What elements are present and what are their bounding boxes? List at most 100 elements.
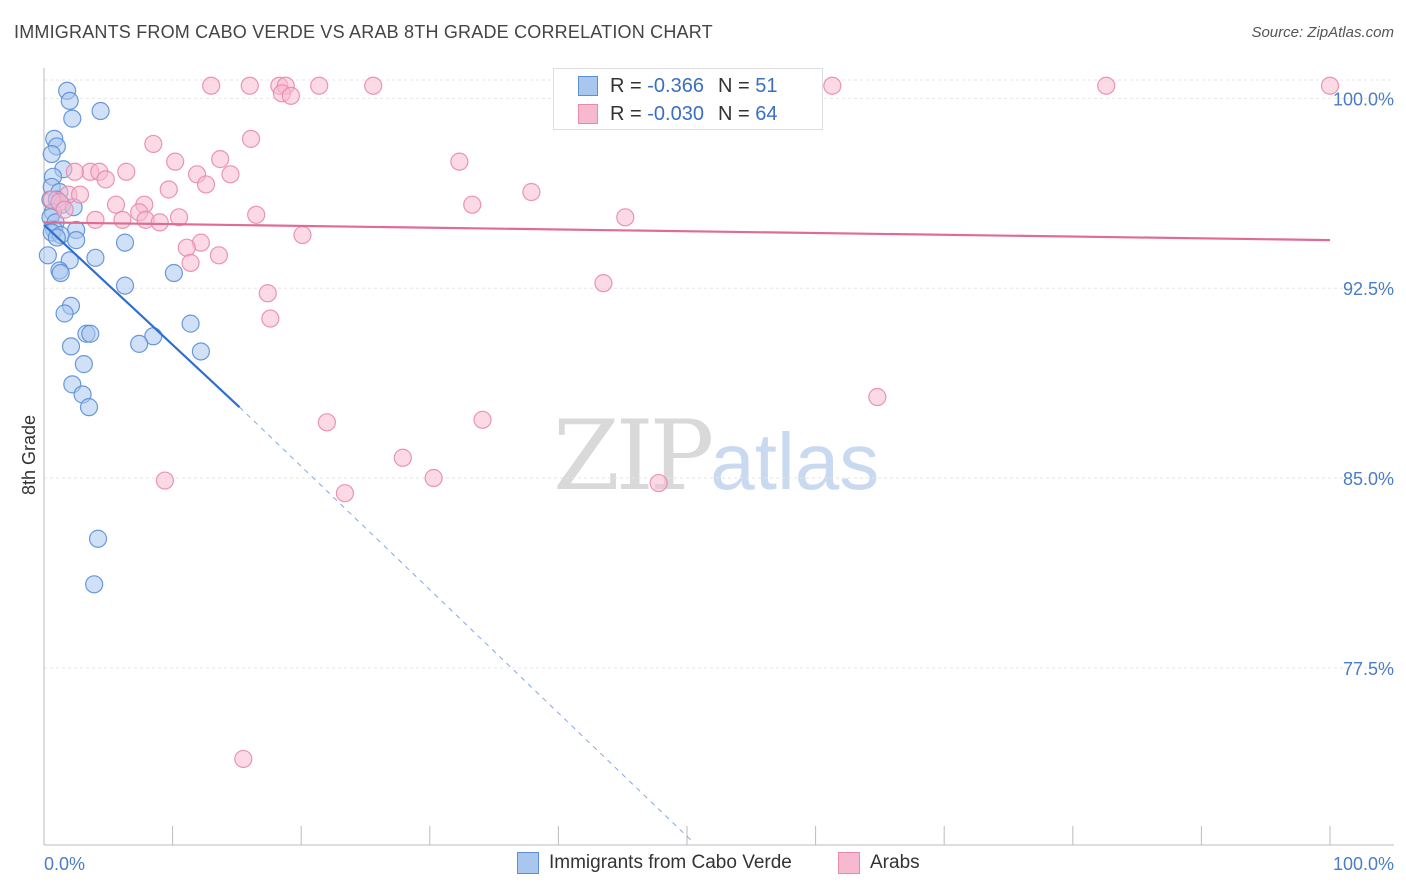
arabs-point [317, 413, 337, 432]
trend-lines [43, 221, 1331, 843]
cabo-verde-point [191, 342, 210, 361]
x-tick-label: 0.0% [44, 854, 85, 874]
arabs-point [196, 175, 216, 194]
arabs-point [106, 195, 126, 214]
series-cabo-verde-points [38, 81, 210, 594]
arabs-point [177, 238, 196, 257]
legend-n-value: 51 [755, 74, 778, 97]
arabs-point [169, 208, 189, 227]
arabs-point [649, 473, 668, 493]
legend-row-arabs: R = -0.030 N = 64 [578, 101, 777, 127]
cabo-verde-point [115, 276, 135, 295]
arabs-point [234, 749, 253, 769]
legend-r-label: R = [610, 74, 642, 97]
arabs-point [96, 170, 115, 189]
cabo-verde-point [38, 246, 57, 265]
legend-label: Immigrants from Cabo Verde [549, 852, 792, 873]
y-tick-label: 85.0% [1343, 469, 1394, 489]
arabs-point [209, 246, 228, 265]
cabo-verde-point [181, 314, 200, 333]
legend-n-label: N = [717, 102, 750, 125]
arabs-point [65, 162, 84, 181]
cabo-verde-point [79, 398, 99, 417]
axes [43, 68, 1394, 846]
arabs-point [522, 182, 541, 202]
arabs-trend-line [43, 221, 1331, 242]
arabs-point [335, 484, 355, 503]
cabo-verde-point [63, 109, 82, 128]
correlation-legend: R = -0.366 N = 51 R = -0.030 N = 64 [553, 68, 823, 130]
cabo-verde-point [91, 101, 110, 121]
legend-label: Arabs [870, 852, 920, 873]
arabs-point [868, 387, 887, 407]
watermark-atlas: atlas [710, 417, 880, 506]
arabs-point [181, 253, 200, 272]
arabs-point [823, 76, 842, 95]
y-tick-label: 100.0% [1333, 89, 1394, 109]
cabo-verde-trend-extension [239, 406, 694, 843]
arabs-point [221, 165, 240, 184]
arabs-point [450, 152, 469, 171]
arabs-point [293, 225, 312, 245]
y-tick-label: 77.5% [1343, 659, 1394, 679]
arabs-point [70, 185, 90, 204]
arabs-point [86, 210, 105, 229]
cabo-verde-point [115, 233, 135, 252]
arabs-point [241, 129, 261, 148]
arabs-point [240, 76, 259, 95]
cabo-verde-point [74, 355, 93, 374]
chart-title: IMMIGRANTS FROM CABO VERDE VS ARAB 8TH G… [14, 22, 713, 42]
legend-r-label: R = [610, 102, 642, 125]
cabo-verde-point [51, 263, 70, 283]
source-credit: Source: ZipAtlas.com [1251, 24, 1394, 41]
arabs-point [424, 468, 443, 488]
cabo-verde-point [88, 529, 108, 548]
cabo-verde-point [85, 575, 104, 594]
arabs-point [117, 162, 136, 181]
arabs-point [1320, 76, 1340, 95]
arabs-point [616, 208, 635, 227]
x-tick-label: 100.0% [1333, 854, 1394, 874]
arabs-point [155, 471, 174, 490]
series-arabs-points [42, 76, 1340, 769]
legend-r-value: -0.030 [647, 102, 704, 125]
legend-item-arabs[interactable]: Arabs [838, 852, 920, 874]
arabs-point [159, 180, 178, 199]
cabo-verde-point [130, 334, 149, 353]
legend-swatch-pink [578, 104, 598, 124]
arabs-point [1097, 76, 1116, 95]
series-legend: Immigrants from Cabo Verde Arabs [0, 852, 1406, 878]
arabs-point [150, 213, 169, 232]
legend-n-value: 64 [755, 102, 778, 125]
cabo-verde-point [81, 324, 100, 343]
arabs-point [247, 205, 266, 224]
arabs-point [281, 86, 301, 105]
arabs-point [473, 410, 492, 429]
arabs-point [594, 274, 613, 293]
legend-item-cabo-verde[interactable]: Immigrants from Cabo Verde [517, 852, 792, 874]
arabs-point [55, 200, 74, 219]
legend-n-label: N = [717, 74, 750, 97]
cabo-verde-point [67, 231, 86, 250]
zipatlas-watermark: ZIPatlas [553, 400, 879, 512]
y-tick-label: 92.5% [1343, 279, 1394, 299]
legend-row-cabo-verde: R = -0.366 N = 51 [578, 73, 777, 99]
cabo-verde-point [86, 248, 105, 267]
arabs-point [202, 76, 221, 95]
grid-lines [44, 79, 1394, 669]
arabs-point [144, 134, 163, 154]
arabs-point [261, 309, 280, 328]
legend-swatch-blue [578, 76, 598, 96]
cabo-verde-point [42, 144, 61, 164]
legend-swatch-blue [517, 852, 539, 874]
arabs-point [393, 448, 412, 467]
watermark-zip: ZIP [553, 400, 714, 512]
arabs-point [364, 76, 383, 95]
cabo-verde-point [55, 304, 74, 323]
legend-swatch-pink [838, 852, 860, 874]
legend-r-value: -0.366 [647, 74, 704, 97]
cabo-verde-point [61, 337, 81, 356]
tick-labels: 100.0% 92.5% 85.0% 77.5% 0.0% 100.0% [44, 89, 1394, 874]
cabo-verde-trend-line [43, 224, 241, 408]
